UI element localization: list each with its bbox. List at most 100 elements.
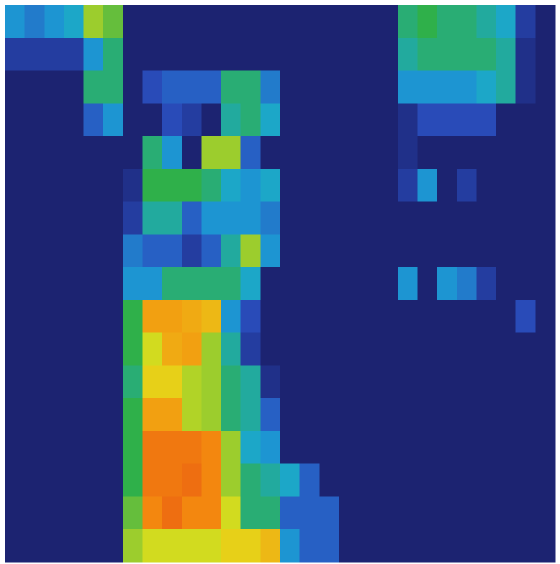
- heatmap-cell: [201, 169, 221, 202]
- heatmap-cell: [64, 202, 84, 235]
- heatmap-cell: [457, 300, 477, 333]
- heatmap-cell: [64, 136, 84, 169]
- heatmap-cell: [359, 38, 379, 71]
- heatmap-cell: [5, 71, 25, 104]
- heatmap-cell: [398, 464, 418, 497]
- heatmap-cell: [496, 496, 516, 529]
- heatmap-cell: [319, 398, 339, 431]
- heatmap-cell: [5, 496, 25, 529]
- heatmap-cell: [201, 529, 221, 562]
- heatmap-cell: [64, 398, 84, 431]
- heatmap-cell: [300, 71, 320, 104]
- heatmap-cell: [5, 464, 25, 497]
- heatmap-cell: [339, 398, 359, 431]
- heatmap-cell: [84, 5, 104, 38]
- heatmap-cell: [516, 431, 536, 464]
- heatmap-cell: [280, 267, 300, 300]
- heatmap-cell: [44, 103, 64, 136]
- heatmap-cell: [201, 202, 221, 235]
- heatmap-cell: [359, 234, 379, 267]
- heatmap-cell: [398, 169, 418, 202]
- heatmap-cell: [5, 300, 25, 333]
- heatmap-cell: [143, 267, 163, 300]
- heatmap-cell: [5, 529, 25, 562]
- heatmap-cell: [162, 103, 182, 136]
- heatmap-cell: [457, 333, 477, 366]
- heatmap-cell: [476, 300, 496, 333]
- heatmap-cell: [221, 38, 241, 71]
- heatmap-cell: [378, 398, 398, 431]
- heatmap-cell: [516, 38, 536, 71]
- heatmap-cell: [162, 202, 182, 235]
- heatmap-cell: [418, 267, 438, 300]
- heatmap-cell: [319, 365, 339, 398]
- heatmap-cell: [182, 71, 202, 104]
- heatmap-cell: [516, 365, 536, 398]
- heatmap-cell: [359, 136, 379, 169]
- heatmap-cell: [64, 431, 84, 464]
- heatmap-cell: [378, 464, 398, 497]
- heatmap-cell: [103, 38, 123, 71]
- heatmap-cell: [535, 464, 555, 497]
- heatmap-cell: [182, 333, 202, 366]
- heatmap-cell: [457, 136, 477, 169]
- heatmap-cell: [84, 464, 104, 497]
- heatmap-cell: [241, 136, 261, 169]
- heatmap-cell: [476, 365, 496, 398]
- heatmap-cell: [378, 529, 398, 562]
- heatmap-cell: [201, 71, 221, 104]
- heatmap-cell: [280, 529, 300, 562]
- heatmap-cell: [535, 38, 555, 71]
- heatmap-cell: [535, 267, 555, 300]
- heatmap-cell: [319, 71, 339, 104]
- heatmap-cell: [319, 234, 339, 267]
- heatmap-cell: [418, 398, 438, 431]
- heatmap-cell: [103, 398, 123, 431]
- heatmap-cell: [476, 398, 496, 431]
- heatmap-cell: [359, 365, 379, 398]
- heatmap-cell: [339, 464, 359, 497]
- heatmap-cell: [25, 464, 45, 497]
- heatmap-cell: [241, 71, 261, 104]
- heatmap-cell: [25, 267, 45, 300]
- heatmap-cell: [201, 464, 221, 497]
- heatmap-cell: [64, 169, 84, 202]
- heatmap-cell: [201, 398, 221, 431]
- heatmap-cell: [437, 529, 457, 562]
- heatmap-cell: [241, 431, 261, 464]
- heatmap-cell: [143, 365, 163, 398]
- heatmap-cell: [496, 529, 516, 562]
- heatmap-cell: [418, 71, 438, 104]
- heatmap-cell: [84, 136, 104, 169]
- heatmap-cell: [103, 529, 123, 562]
- heatmap-cell: [64, 103, 84, 136]
- heatmap-cell: [201, 267, 221, 300]
- heatmap-cell: [437, 234, 457, 267]
- heatmap-cell: [5, 103, 25, 136]
- heatmap-cell: [339, 496, 359, 529]
- heatmap-cell: [103, 103, 123, 136]
- heatmap-cell: [516, 496, 536, 529]
- heatmap-cell: [496, 5, 516, 38]
- heatmap-cell: [182, 398, 202, 431]
- heatmap-cell: [476, 169, 496, 202]
- heatmap-cell: [378, 5, 398, 38]
- heatmap-cell: [496, 103, 516, 136]
- heatmap-cell: [123, 333, 143, 366]
- heatmap-cell: [280, 103, 300, 136]
- heatmap-cell: [476, 496, 496, 529]
- heatmap-cell: [437, 71, 457, 104]
- heatmap-cell: [201, 136, 221, 169]
- heatmap-cell: [339, 234, 359, 267]
- heatmap-cell: [378, 333, 398, 366]
- heatmap-cell: [457, 496, 477, 529]
- heatmap-cell: [535, 5, 555, 38]
- heatmap-cell: [221, 5, 241, 38]
- heatmap-cell: [123, 5, 143, 38]
- heatmap-cell: [64, 71, 84, 104]
- heatmap-cell: [241, 267, 261, 300]
- heatmap-cell: [339, 38, 359, 71]
- heatmap-cell: [260, 202, 280, 235]
- heatmap-cell: [516, 529, 536, 562]
- heatmap-cell: [280, 496, 300, 529]
